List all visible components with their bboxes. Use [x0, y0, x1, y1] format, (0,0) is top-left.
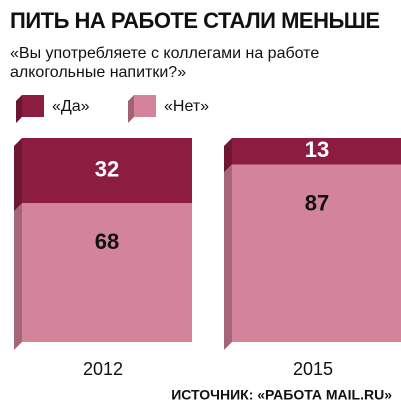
legend-label: «Нет» [164, 98, 209, 115]
bar [232, 164, 401, 342]
legend-swatch [134, 95, 156, 117]
chart-title: ПИТЬ НА РАБОТЕ СТАЛИ МЕНЬШЕ [10, 8, 380, 33]
source: ИСТОЧНИК: «РАБОТА MAIL.RU» [171, 387, 392, 403]
legend-swatch-side [16, 95, 22, 123]
data-label: 87 [305, 190, 329, 215]
bar-side [224, 164, 232, 350]
data-label: 32 [95, 156, 119, 181]
x-tick-label: 2015 [293, 359, 333, 379]
chart-subtitle: «Вы употребляете с коллегами на работе а… [10, 45, 320, 81]
bar-side [14, 203, 22, 350]
data-label: 68 [95, 229, 119, 254]
legend-swatch-side [128, 95, 134, 123]
bar [22, 138, 192, 204]
bar-side [224, 138, 232, 173]
data-label: 13 [305, 137, 329, 162]
bar-side [14, 138, 22, 212]
bar [232, 138, 401, 165]
legend-label: «Да» [52, 98, 90, 115]
legend-swatch [22, 95, 44, 117]
x-tick-label: 2012 [83, 359, 123, 379]
bar [22, 203, 192, 342]
